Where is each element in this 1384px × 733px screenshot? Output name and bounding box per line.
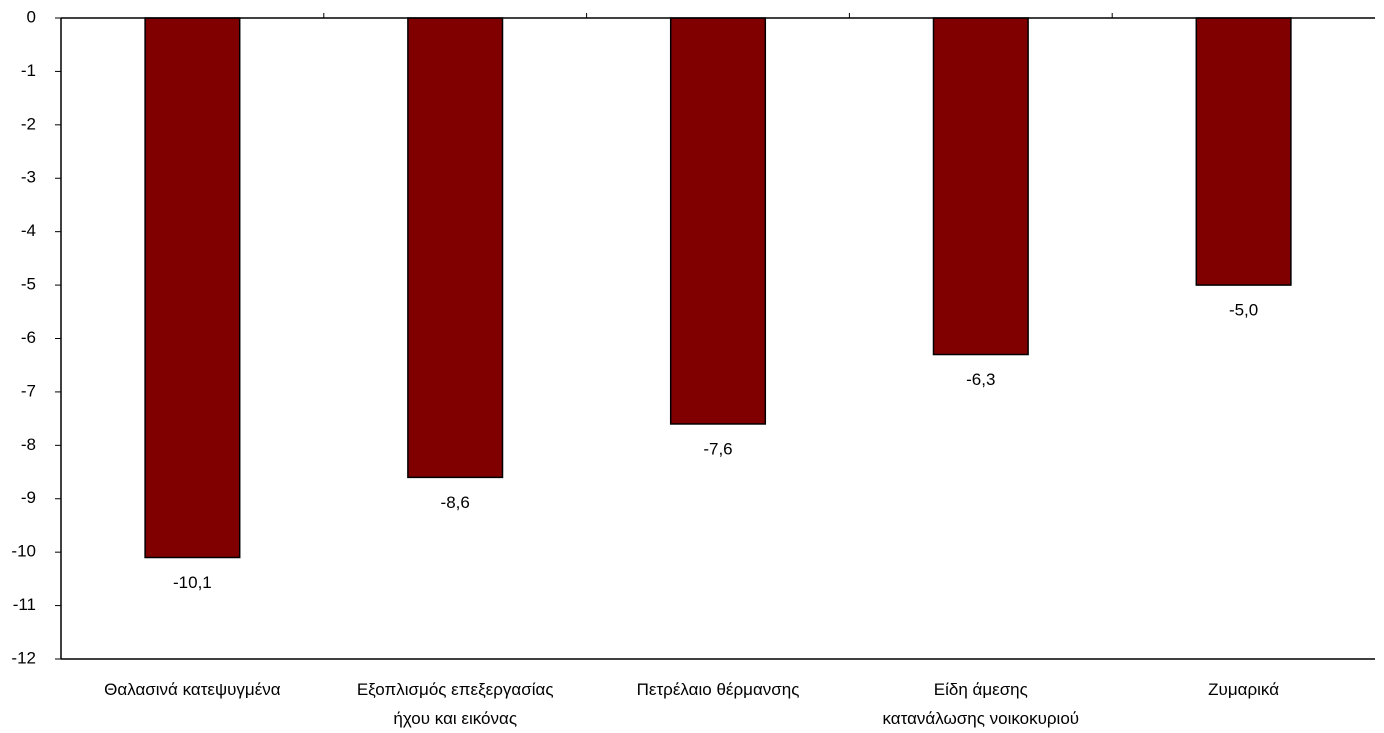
x-tick-label: Θαλασινά κατεψυγμένα [104,680,281,699]
value-label: -8,6 [441,493,470,512]
y-tick-label: 0 [27,7,36,26]
y-tick-label: -9 [21,488,36,507]
y-tick-label: -6 [21,328,36,347]
y-tick-label: -4 [21,221,36,240]
x-tick-label-line: Είδη άμεσης [934,680,1028,699]
y-tick-label: -11 [13,595,36,614]
bar [669,17,767,425]
y-tick-label: -5 [21,275,36,294]
x-tick-label-line: Εξοπλισμός επεξεργασίας [357,680,554,699]
x-tick-label-line: κατανάλωσης νοικοκυριού [882,709,1079,728]
x-tick-label-line: Ζυμαρικά [1208,680,1279,699]
x-tick-label: Είδη άμεσης κατανάλωσης νοικοκυριού [882,680,1079,728]
value-label: -6,3 [966,370,995,389]
bar [932,17,1029,356]
y-tick-label: -10 [11,542,36,561]
y-tick-label: -2 [21,114,36,133]
x-tick-label: Εξοπλισμός επεξεργασίας ήχου και εικόνας [357,680,554,728]
y-tick-label: -1 [21,61,36,80]
x-tick-label-line: ήχου και εικόνας [393,709,517,728]
value-label: -10,1 [173,573,212,592]
x-tick-label: Πετρέλαιο θέρμανσης [637,680,800,699]
x-tick-label: Ζυμαρικά [1208,680,1279,699]
value-label: -5,0 [1229,301,1258,320]
y-tick-label: -8 [21,435,36,454]
bar [407,17,504,479]
value-label: -7,6 [703,439,732,458]
y-tick-label: -7 [21,381,36,400]
y-tick-label: -3 [21,168,36,187]
y-tick-label: -12 [11,648,36,667]
bar [144,17,241,559]
x-tick-label-line: Πετρέλαιο θέρμανσης [637,680,800,699]
x-tick-label-line: Θαλασινά κατεψυγμένα [104,680,281,699]
bar [1195,17,1292,286]
